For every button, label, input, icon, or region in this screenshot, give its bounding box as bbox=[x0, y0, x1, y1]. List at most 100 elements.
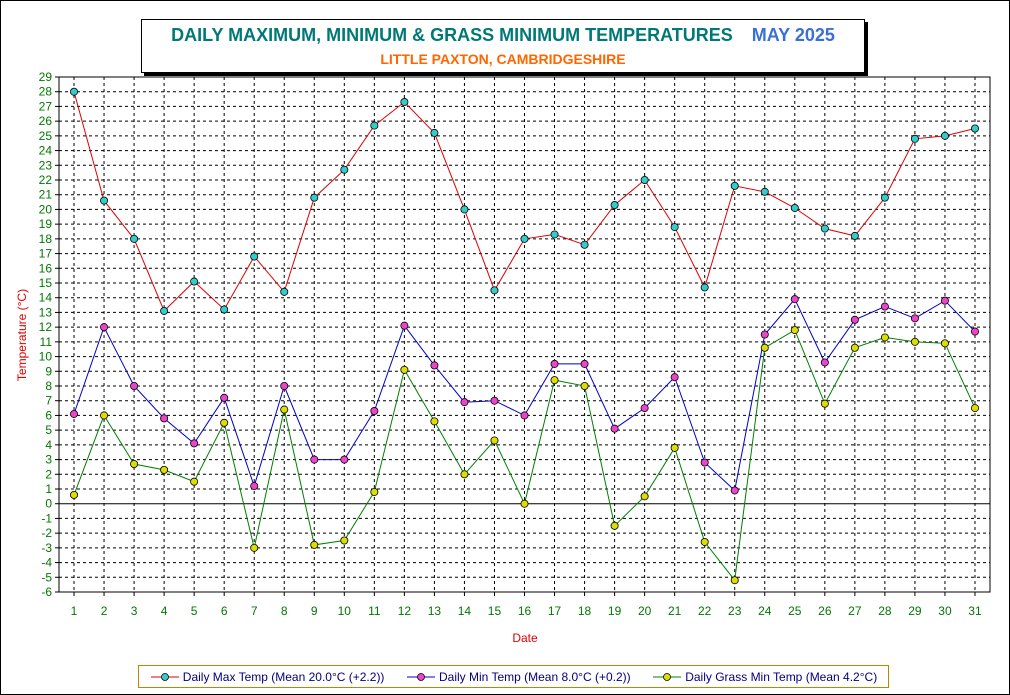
point-grass bbox=[850, 343, 859, 352]
point-grass bbox=[730, 576, 739, 585]
point-grass bbox=[970, 404, 979, 413]
point-grass bbox=[580, 381, 589, 390]
point-max bbox=[820, 224, 829, 233]
point-grass bbox=[460, 470, 469, 479]
point-max bbox=[460, 205, 469, 214]
chart-month: MAY 2025 bbox=[751, 25, 835, 45]
point-max bbox=[400, 98, 409, 107]
x-tick-label: 11 bbox=[368, 604, 381, 618]
y-tick-label: 16 bbox=[39, 261, 53, 275]
series-layer bbox=[70, 87, 979, 585]
point-min bbox=[970, 327, 979, 336]
legend-label-max: Daily Max Temp (Mean 20.0°C (+2.2)) bbox=[182, 669, 385, 684]
point-grass bbox=[940, 339, 949, 348]
point-max bbox=[220, 305, 229, 314]
point-max bbox=[790, 203, 799, 212]
y-tick-label: 1 bbox=[45, 482, 52, 496]
point-min bbox=[340, 455, 349, 464]
title-box: DAILY MAXIMUM, MINIMUM & GRASS MINIMUM T… bbox=[141, 19, 865, 73]
legend-item-min: Daily Min Temp (Mean 8.0°C (+0.2)) bbox=[406, 670, 631, 684]
point-grass bbox=[820, 399, 829, 408]
x-tick-label: 28 bbox=[878, 604, 892, 618]
point-grass bbox=[370, 487, 379, 496]
point-max bbox=[160, 306, 169, 315]
y-tick-label: -4 bbox=[41, 556, 52, 570]
y-tick-label: 10 bbox=[39, 350, 53, 364]
point-max bbox=[730, 181, 739, 190]
y-tick-label: 13 bbox=[39, 305, 53, 319]
title-line: DAILY MAXIMUM, MINIMUM & GRASS MINIMUM T… bbox=[142, 25, 864, 46]
point-grass bbox=[430, 417, 439, 426]
point-min bbox=[400, 321, 409, 330]
point-min bbox=[160, 414, 169, 423]
chart-subtitle: LITTLE PAXTON, CAMBRIDGESHIRE bbox=[380, 51, 626, 67]
point-grass bbox=[610, 521, 619, 530]
y-tick-label: -5 bbox=[41, 570, 52, 584]
x-tick-label: 21 bbox=[668, 604, 682, 618]
x-tick-label: 9 bbox=[311, 604, 318, 618]
point-max bbox=[940, 131, 949, 140]
y-tick-label: 18 bbox=[39, 232, 53, 246]
y-tick-label: 22 bbox=[39, 173, 53, 187]
point-grass bbox=[700, 537, 709, 546]
y-tick-label: 20 bbox=[39, 202, 53, 216]
y-tick-label: 28 bbox=[39, 85, 53, 99]
point-grass bbox=[400, 365, 409, 374]
y-tick-label: 26 bbox=[39, 114, 53, 128]
point-min bbox=[730, 486, 739, 495]
y-tick-label: 9 bbox=[45, 364, 52, 378]
x-tick-label: 19 bbox=[608, 604, 622, 618]
x-tick-label: 20 bbox=[638, 604, 652, 618]
point-min bbox=[820, 358, 829, 367]
point-grass bbox=[670, 443, 679, 452]
point-min bbox=[760, 330, 769, 339]
y-tick-label: 25 bbox=[39, 129, 53, 143]
point-max bbox=[580, 240, 589, 249]
point-grass bbox=[490, 436, 499, 445]
point-min bbox=[580, 359, 589, 368]
y-tick-label: -6 bbox=[41, 585, 52, 599]
x-tick-label: 13 bbox=[428, 604, 442, 618]
x-tick-label: 25 bbox=[788, 604, 802, 618]
point-grass bbox=[70, 490, 79, 499]
y-tick-label: 24 bbox=[39, 144, 53, 158]
point-min bbox=[370, 407, 379, 416]
point-min bbox=[460, 398, 469, 407]
legend-item-max: Daily Max Temp (Mean 20.0°C (+2.2)) bbox=[150, 669, 385, 684]
point-grass bbox=[250, 543, 259, 552]
y-tick-label: 0 bbox=[45, 497, 52, 511]
point-max bbox=[430, 128, 439, 137]
point-grass bbox=[100, 411, 109, 420]
grid-layer bbox=[58, 76, 991, 593]
y-tick-label: 3 bbox=[45, 453, 52, 467]
point-max bbox=[880, 193, 889, 202]
point-grass bbox=[220, 418, 229, 427]
y-tick-label: 11 bbox=[40, 335, 53, 349]
legend-label-min: Daily Min Temp (Mean 8.0°C (+0.2)) bbox=[439, 669, 631, 684]
y-axis-title: Temperature (°C) bbox=[15, 289, 29, 381]
y-tick-label: 2 bbox=[45, 467, 52, 481]
point-max bbox=[970, 124, 979, 133]
y-tick-label: 19 bbox=[39, 217, 53, 231]
x-tick-label: 12 bbox=[398, 604, 412, 618]
point-max bbox=[370, 121, 379, 130]
point-max bbox=[700, 283, 709, 292]
legend-item-grass: Daily Grass Min Temp (Mean 4.2°C) bbox=[652, 670, 877, 684]
x-tick-label: 2 bbox=[101, 604, 108, 618]
y-tick-label: 23 bbox=[39, 158, 53, 172]
point-min bbox=[250, 482, 259, 491]
point-min bbox=[790, 295, 799, 304]
point-min bbox=[100, 323, 109, 332]
y-tick-label: 27 bbox=[39, 99, 53, 113]
x-tick-label: 8 bbox=[281, 604, 288, 618]
point-min bbox=[190, 439, 199, 448]
legend-marker-max bbox=[150, 672, 179, 681]
x-tick-label: 31 bbox=[968, 604, 982, 618]
plot-area bbox=[58, 76, 991, 593]
point-grass bbox=[310, 540, 319, 549]
y-tick-label: 12 bbox=[39, 320, 53, 334]
y-tick-label: 14 bbox=[39, 291, 53, 305]
point-max bbox=[280, 287, 289, 296]
point-max bbox=[760, 187, 769, 196]
x-tick-label: 17 bbox=[548, 604, 562, 618]
